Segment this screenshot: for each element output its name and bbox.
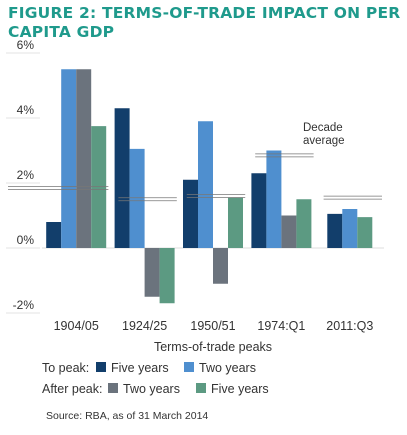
x-tick-label: 1924/25 (122, 319, 167, 333)
bar-to-peak-five-years (114, 108, 130, 248)
legend-swatch (108, 383, 118, 393)
legend-swatch (96, 362, 106, 372)
bar-to-peak-two-years (198, 121, 213, 248)
y-axis: -2% 0% 2% 4% 6% (6, 38, 384, 314)
legend-swatch (184, 362, 194, 372)
bar-after-peak-five-years (296, 199, 312, 248)
legend-item-label: Two years (123, 382, 180, 396)
bar-after-peak-five-years (91, 126, 107, 248)
legend-item-label: Two years (199, 361, 256, 375)
bar-to-peak-five-years (327, 213, 343, 248)
bar-to-peak-two-years (61, 69, 77, 248)
source-note: Source: RBA, as of 31 March 2014 (46, 410, 208, 422)
bar-to-peak-two-years (129, 148, 145, 248)
legend: To peak: Five years Two years After peak: Tw… (42, 361, 269, 396)
bar-after-peak-five-years (228, 197, 243, 248)
x-tick-label: 1904/05 (54, 319, 99, 333)
y-tick-label: 6% (17, 38, 35, 52)
y-tick-label: 0% (17, 233, 35, 247)
legend-item-label: Five years (211, 382, 269, 396)
bar-to-peak-five-years (46, 222, 62, 248)
legend-item-label: Five years (111, 361, 169, 375)
chart-title: FIGURE 2: TERMS-OF-TRADE IMPACT ON PER C… (8, 4, 401, 41)
x-tick-label: 2011:Q3 (326, 319, 373, 333)
bar-after-peak-five-years (159, 248, 175, 304)
bars (46, 69, 373, 304)
x-axis: 1904/05 1924/25 1950/51 1974:Q1 2011:Q3 Terms… (54, 319, 374, 354)
bar-after-peak-two-years (213, 248, 228, 284)
x-axis-label: Terms-of-trade peaks (154, 340, 272, 354)
x-tick-label: 1974:Q1 (257, 319, 305, 333)
bar-after-peak-five-years (357, 217, 373, 248)
bar-to-peak-two-years (266, 150, 282, 248)
bar-after-peak-two-years (281, 215, 297, 248)
bar-to-peak-five-years (183, 179, 198, 248)
legend-group-label: To peak: (42, 361, 89, 375)
legend-group-label: After peak: (42, 382, 102, 396)
bar-after-peak-two-years (144, 248, 160, 297)
legend-swatch (196, 383, 206, 393)
bar-to-peak-five-years (251, 173, 267, 248)
y-tick-label: 2% (17, 168, 35, 182)
y-tick-label: -2% (13, 298, 35, 312)
x-tick-label: 1950/51 (190, 319, 235, 333)
y-tick-label: 4% (17, 103, 35, 117)
bar-after-peak-two-years (76, 69, 92, 248)
bar-to-peak-two-years (342, 209, 358, 248)
decade-average-label: average (303, 135, 345, 147)
decade-average-label: Decade (303, 122, 343, 134)
